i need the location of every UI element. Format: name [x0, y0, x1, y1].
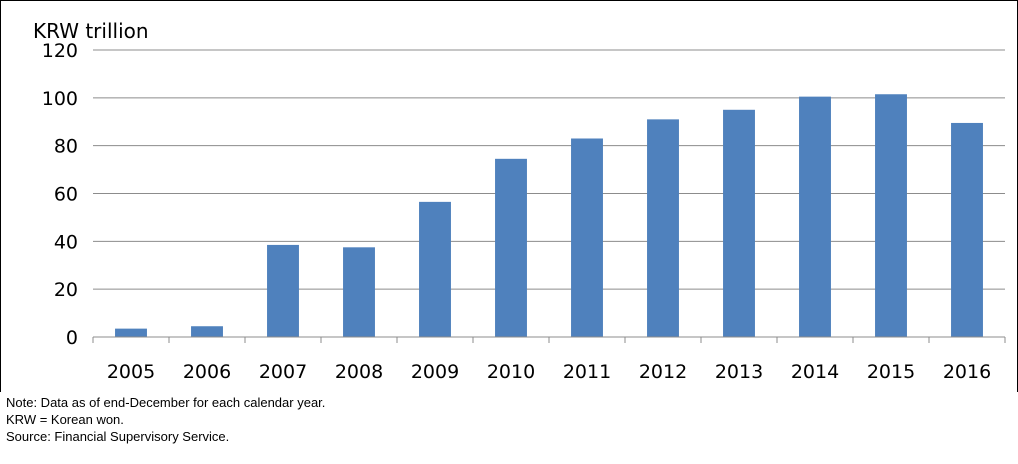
- y-tick-label: 0: [66, 327, 78, 349]
- source-text: Source: Financial Supervisory Service.: [6, 429, 230, 444]
- x-tick-label: 2013: [715, 361, 763, 383]
- y-tick-label: 60: [54, 184, 78, 206]
- x-tick-label: 2008: [335, 361, 383, 383]
- y-tick-label: 100: [42, 88, 78, 110]
- gridlines: [93, 49, 1005, 290]
- x-tick-labels: 2005 2006 2007 2008 2009 2010 2011 2012 2013 2014…: [92, 337, 1006, 383]
- bar-2009: [419, 201, 451, 337]
- bar-2008: [343, 247, 375, 337]
- y-tick-label: 40: [54, 231, 78, 253]
- y-tick-label: 120: [42, 40, 78, 62]
- x-tick-label: 2016: [943, 361, 991, 383]
- y-tick-label: 20: [54, 279, 78, 301]
- bar-2016: [951, 122, 983, 337]
- bar-2005: [115, 328, 147, 337]
- chart-notes: Note: Data as of end-December for each c…: [6, 394, 325, 445]
- bar-2007: [267, 244, 299, 337]
- x-tick-label: 2012: [639, 361, 687, 383]
- x-tick-label: 2015: [867, 361, 915, 383]
- x-tick-label: 2005: [107, 361, 155, 383]
- y-tick-label: 80: [54, 136, 78, 158]
- bars: [115, 94, 983, 338]
- bar-2013: [723, 109, 755, 338]
- bar-2014: [799, 96, 831, 337]
- y-unit-label: KRW trillion: [33, 19, 149, 43]
- x-tick-label: 2014: [791, 361, 839, 383]
- x-tick-label: 2011: [563, 361, 611, 383]
- y-tick-labels: 0 20 40 60 80 100 120: [42, 40, 78, 349]
- bar-2006: [191, 326, 223, 337]
- bar-2015: [875, 94, 907, 337]
- abbreviation-text: KRW = Korean won.: [6, 412, 124, 427]
- x-tick-label: 2007: [259, 361, 307, 383]
- note-text: Note: Data as of end-December for each c…: [6, 395, 326, 410]
- x-tick-label: 2010: [487, 361, 535, 383]
- x-tick-label: 2009: [411, 361, 459, 383]
- bar-2012: [647, 119, 679, 337]
- bar-2010: [495, 158, 527, 337]
- bar-2011: [571, 138, 603, 337]
- x-tick-label: 2006: [183, 361, 231, 383]
